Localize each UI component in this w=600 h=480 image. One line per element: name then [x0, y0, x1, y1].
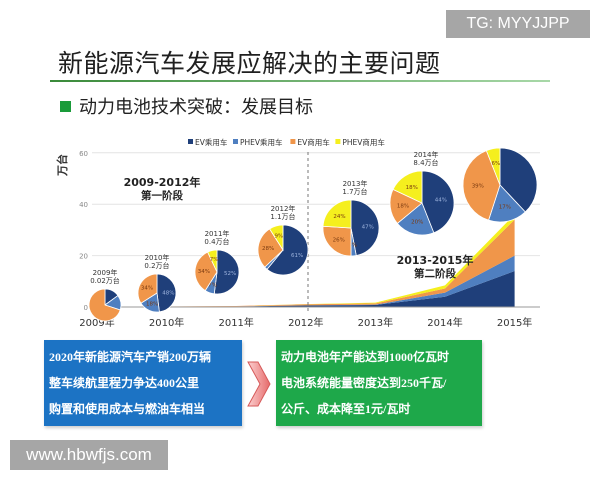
pie-label: 28%: [262, 246, 274, 252]
pie-label: 44%: [435, 197, 447, 203]
subtitle-text: 动力电池技术突破：发展目标: [79, 97, 313, 118]
phase-label: 2009-2012年: [124, 175, 201, 189]
chevron-right-icon: [247, 361, 271, 407]
page-title: 新能源汽车发展应解决的主要问题: [58, 49, 441, 78]
y-tick-label: 0: [84, 304, 88, 312]
pie-title: 2011年: [205, 229, 230, 238]
x-tick-label: 2014年: [427, 316, 462, 329]
goal-line: 动力电池年产能达到1000亿瓦时: [281, 350, 450, 364]
legend-swatch: [233, 139, 238, 144]
x-tick-label: 2015年: [497, 316, 532, 329]
pie-slice: [207, 249, 218, 273]
pie-label: 52%: [224, 271, 236, 277]
pie-title: 8.4万台: [413, 158, 438, 167]
pie-title: 2014年: [414, 150, 439, 159]
pie-slice: [499, 147, 538, 213]
legend-label: PHEV乘用车: [240, 137, 283, 147]
pie-label: 24%: [333, 214, 345, 220]
goal-line: 购置和使用成本与燃油车相当: [49, 402, 206, 416]
goal-line: 电池系统能量密度达到250千瓦/: [281, 376, 447, 390]
legend-swatch: [335, 139, 341, 144]
sales-chart: 0 20 40 60 万台 2009年 2010年 2011年 2012年 2013年 2014年 2…: [55, 137, 540, 329]
title-divider: [50, 80, 550, 82]
y-tick-label: 20: [79, 253, 88, 261]
pie-title: 1.1万台: [270, 212, 295, 221]
pie-label: 3%: [348, 243, 357, 249]
pie-slice: [462, 150, 501, 221]
pie-slice: [266, 224, 309, 276]
goal-line: 整车续航里程力争达400公里: [49, 376, 200, 390]
pie-slice: [137, 273, 158, 304]
goal-line: 2020年新能源汽车产销200万辆: [49, 350, 212, 364]
pie-title: 0.02万台: [90, 276, 120, 285]
pie-title: 1.7万台: [342, 187, 367, 196]
legend-label: EV商用车: [297, 137, 330, 147]
watermark-top: TG: MYYJJPP: [446, 10, 590, 38]
bullet-square-icon: [60, 100, 71, 112]
pie-title: 2010年: [145, 253, 170, 262]
phase-label: 第一阶段: [141, 189, 183, 202]
x-tick-label: 2010年: [149, 316, 184, 329]
pie-label: 17%: [499, 205, 511, 211]
pie-label: 47%: [362, 224, 374, 230]
legend-label: EV乘用车: [195, 137, 228, 147]
legend-label: PHEV商用车: [342, 137, 385, 147]
battery-goals-box: 动力电池年产能达到1000亿瓦时 电池系统能量密度达到250千瓦/ 公斤、成本降…: [276, 340, 482, 426]
pie-label: 39%: [472, 184, 484, 190]
y-axis-label: 万台: [55, 154, 69, 177]
pie-label: 34%: [141, 286, 153, 292]
pie-label: 18%: [146, 301, 158, 307]
area-series-0: [97, 271, 515, 307]
subtitle: 动力电池技术突破：发展目标: [60, 93, 313, 119]
pie-label: 7%: [210, 257, 219, 263]
pie-slice: [392, 170, 423, 204]
pie-title: 2009年: [93, 268, 118, 277]
pie-slice: [485, 147, 501, 186]
phase-label: 第二阶段: [414, 267, 456, 280]
pie-label: 34%: [198, 269, 210, 275]
pie-label: 61%: [291, 253, 303, 259]
pie-slice: [156, 273, 177, 313]
pie-slice: [396, 202, 435, 236]
pie-label: 48%: [162, 290, 174, 296]
x-tick-label: 2013年: [358, 316, 393, 329]
pie-label: 6%: [491, 161, 500, 167]
pie-slice: [421, 170, 455, 234]
pie-slice: [194, 251, 218, 292]
pie-slice: [350, 199, 380, 256]
legend-swatch: [188, 139, 193, 144]
pie-label: 18%: [397, 203, 409, 209]
pie-label: 20%: [411, 220, 423, 226]
phase-label: 2013-2015年: [397, 253, 474, 267]
pie-label: 7%: [208, 282, 217, 288]
pie-slice: [322, 199, 352, 229]
watermark-bottom: www.hbwfjs.com: [10, 440, 168, 470]
pie-title: 0.2万台: [144, 261, 169, 270]
pie-label: 18%: [406, 185, 418, 191]
x-tick-label: 2011年: [218, 316, 253, 329]
y-tick-label: 60: [79, 150, 88, 158]
pie-label: 26%: [333, 238, 345, 244]
pie-slice: [88, 288, 121, 322]
y-tick-label: 40: [79, 201, 88, 209]
goal-line: 公斤、成本降至1元/瓦时: [281, 402, 411, 416]
x-tick-label: 2012年: [288, 316, 323, 329]
pie-slice: [213, 249, 240, 295]
pie-title: 2013年: [343, 179, 368, 188]
legend-swatch: [290, 139, 296, 144]
pie-slice: [257, 228, 284, 268]
pie-title: 2012年: [271, 204, 296, 213]
pie-title: 0.4万台: [204, 237, 229, 246]
pie-slice: [322, 225, 352, 257]
pie-label: 9%: [274, 234, 283, 240]
pie-slice: [269, 224, 284, 252]
vehicle-goals-box: 2020年新能源汽车产销200万辆 整车续航里程力争达400公里 购置和使用成本…: [44, 340, 242, 426]
